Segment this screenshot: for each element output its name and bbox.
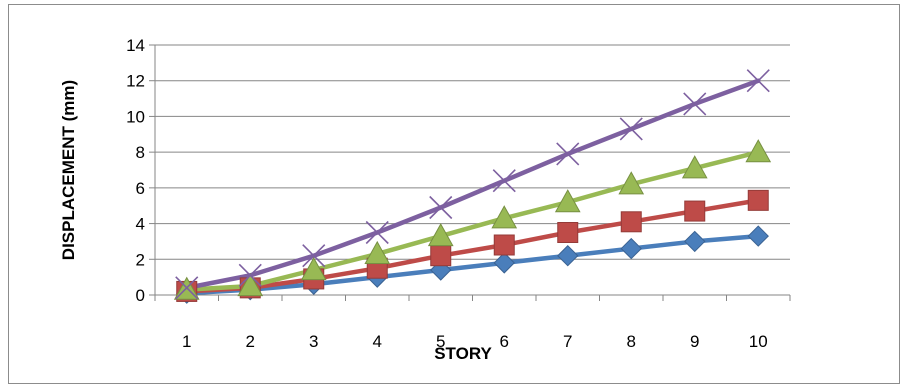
data-point-s2-9 bbox=[684, 200, 706, 222]
marker-stroke bbox=[365, 220, 389, 245]
y-tick-label: 6 bbox=[136, 179, 145, 198]
series-line-4 bbox=[184, 78, 761, 291]
data-point-s2-10 bbox=[747, 189, 769, 211]
x-tick-label: 1 bbox=[182, 332, 191, 351]
y-tick-label: 10 bbox=[126, 107, 145, 126]
x-tick-label: 3 bbox=[309, 332, 318, 351]
x-tick-label: 5 bbox=[436, 332, 445, 351]
data-point-s3-6 bbox=[491, 205, 518, 229]
data-point-s4-10 bbox=[746, 69, 770, 93]
y-tick-label: 2 bbox=[136, 250, 145, 269]
y-tick-label: 14 bbox=[126, 36, 145, 55]
data-point-s4-1 bbox=[175, 276, 199, 300]
data-point-s4-7 bbox=[556, 142, 580, 166]
marker-stroke bbox=[302, 244, 326, 268]
data-point-s1-9 bbox=[684, 230, 706, 253]
data-point-s3-8 bbox=[618, 171, 645, 195]
data-point-s3-9 bbox=[681, 155, 708, 179]
data-point-s2-6 bbox=[493, 234, 515, 256]
data-point-s3-7 bbox=[554, 189, 581, 213]
x-tick-label: 10 bbox=[749, 332, 768, 351]
marker-stroke bbox=[175, 276, 199, 300]
x-axis-title: STORY bbox=[434, 344, 492, 363]
series-line-1 bbox=[184, 233, 761, 296]
y-axis-title: DISPLACEMENT (mm) bbox=[59, 80, 78, 260]
data-point-s4-5 bbox=[429, 195, 453, 220]
data-point-s3-2 bbox=[237, 273, 264, 297]
marker-stroke bbox=[429, 195, 453, 220]
series-markers bbox=[173, 69, 772, 304]
x-tick-label: 6 bbox=[500, 332, 509, 351]
x-tick-label: 9 bbox=[690, 332, 699, 351]
data-point-s3-3 bbox=[300, 256, 327, 281]
data-point-s4-4 bbox=[365, 220, 389, 245]
data-point-s3-4 bbox=[364, 240, 391, 265]
x-tick-label: 4 bbox=[373, 332, 382, 351]
data-point-s1-8 bbox=[620, 237, 642, 260]
data-point-s4-9 bbox=[683, 92, 707, 116]
series-line-3 bbox=[184, 149, 761, 292]
marker-stroke bbox=[238, 263, 262, 287]
gridlines bbox=[155, 44, 790, 260]
data-point-s2-7 bbox=[557, 222, 579, 243]
y-tick-label: 12 bbox=[126, 72, 145, 91]
data-point-s3-5 bbox=[427, 223, 454, 247]
data-point-s2-8 bbox=[620, 211, 642, 233]
x-tick-label: 2 bbox=[246, 332, 255, 351]
data-point-s4-3 bbox=[302, 244, 326, 268]
marker-stroke bbox=[556, 142, 580, 166]
marker-stroke bbox=[619, 117, 643, 141]
data-point-s4-6 bbox=[492, 169, 516, 193]
y-tick-label: 0 bbox=[136, 286, 145, 305]
y-tick-label: 8 bbox=[136, 143, 145, 162]
x-tick-label: 8 bbox=[627, 332, 636, 351]
marker-stroke bbox=[746, 69, 770, 93]
series-lines bbox=[184, 78, 761, 296]
x-tick-label: 7 bbox=[563, 332, 572, 351]
y-tick-label: 4 bbox=[136, 215, 145, 234]
marker-stroke bbox=[683, 92, 707, 116]
data-point-s2-5 bbox=[430, 245, 452, 267]
marker-stroke bbox=[492, 169, 516, 193]
series-line-2 bbox=[184, 198, 761, 294]
data-point-s3-10 bbox=[745, 139, 772, 163]
data-point-s1-10 bbox=[747, 225, 769, 247]
data-point-s1-6 bbox=[493, 252, 515, 274]
data-point-s4-2 bbox=[238, 263, 262, 287]
data-point-s4-8 bbox=[619, 117, 643, 141]
data-point-s1-7 bbox=[557, 245, 579, 267]
